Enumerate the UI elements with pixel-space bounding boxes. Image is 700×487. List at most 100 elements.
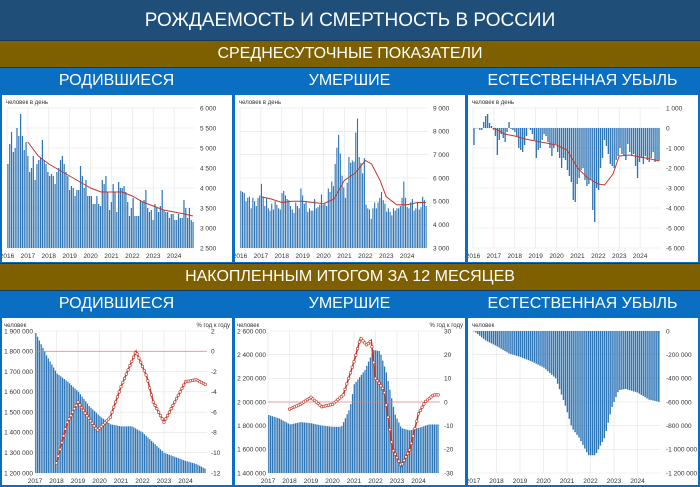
y-tick: 8 000	[433, 129, 450, 136]
y-tick: -1 000	[666, 145, 685, 152]
column-headers-daily: РОДИВШИЕСЯ УМЕРШИЕ ЕСТЕСТВЕННАЯ УБЫЛЬ	[0, 68, 700, 94]
x-tick: 2020	[536, 478, 551, 485]
y-tick: 1 900 000	[4, 328, 33, 335]
x-tick: 2022	[358, 253, 373, 260]
x-tick: 2019	[295, 253, 310, 260]
y-tick: 0	[666, 328, 670, 335]
header-deaths-cumulative: УМЕРШИЕ	[308, 295, 391, 312]
chart-cumulative-births: человек % год к году 1 900 000 1 800 000 1 7…	[2, 318, 232, 485]
y-tick: 1 200 000	[4, 470, 33, 477]
x-tick: 2018	[275, 253, 290, 260]
header-natural-decrease: ЕСТЕСТВЕННАЯ УБЫЛЬ	[487, 72, 678, 89]
x-tick: 2019	[513, 478, 528, 485]
y-tick: -200 000	[666, 352, 692, 359]
x-tick: 2019	[304, 478, 319, 485]
y-tick: 1 800 000	[237, 423, 266, 430]
y-tick: 1 300 000	[4, 450, 33, 457]
x-tick: 2021	[347, 478, 362, 485]
y-tick: -4 000	[666, 205, 685, 212]
x-tick: 2024	[167, 253, 182, 260]
x-tick: 2020	[549, 253, 564, 260]
x-tick: 2018	[489, 478, 504, 485]
y-tick: 1 800 000	[4, 349, 33, 356]
x-tick: 2022	[135, 478, 150, 485]
y2-tick: -30	[444, 470, 454, 477]
x-tick: 2021	[570, 253, 585, 260]
y-tick: 6 000	[200, 105, 217, 112]
x-tick: 2023	[157, 478, 172, 485]
y2-tick: 0	[444, 399, 448, 406]
y-tick: 1 400 000	[237, 470, 266, 477]
x-tick: 2023	[390, 478, 405, 485]
y2-tick: -6	[211, 409, 217, 416]
y-tick: 3 000	[433, 245, 450, 252]
x-tick: 2024	[411, 478, 426, 485]
y-axis-unit-label: человек	[237, 323, 260, 329]
x-tick: 2020	[325, 478, 340, 485]
x-tick: 2024	[178, 478, 193, 485]
x-tick: 2020	[92, 478, 107, 485]
y-tick: 2 500	[200, 245, 217, 252]
y-tick: 5 500	[200, 125, 217, 132]
y2-tick: -10	[211, 450, 221, 457]
x-tick: 2019	[528, 253, 543, 260]
y2-axis-unit-label: % год к году	[197, 323, 231, 329]
header-births: РОДИВШИЕСЯ	[58, 72, 175, 89]
y-tick: -2 000	[666, 165, 685, 172]
y-axis-unit-label: человек в день	[472, 100, 514, 106]
x-tick: 2022	[583, 478, 598, 485]
x-tick: 2021	[337, 253, 352, 260]
x-tick: 2019	[62, 253, 77, 260]
y-tick: -3 000	[666, 185, 685, 192]
y-tick: -1 200 000	[666, 470, 697, 477]
header-natural-decrease-cumulative: ЕСТЕСТВЕННАЯ УБЫЛЬ	[487, 295, 678, 312]
y2-tick: -2	[211, 369, 217, 376]
y2-tick: -8	[211, 430, 217, 437]
y-tick: 4 000	[433, 222, 450, 229]
y-tick: 5 000	[433, 199, 450, 206]
x-tick: 2018	[282, 478, 297, 485]
x-tick: 2017	[261, 478, 276, 485]
y-tick: 0	[666, 125, 670, 132]
x-tick: 2024	[633, 253, 648, 260]
x-tick: 2016	[468, 253, 481, 260]
y2-tick: -4	[211, 389, 217, 396]
column-headers-cumulative: РОДИВШИЕСЯ УМЕРШИЕ ЕСТЕСТВЕННАЯ УБЫЛЬ	[0, 291, 700, 317]
y2-tick: -20	[444, 447, 454, 454]
y-axis-unit-label: человек в день	[6, 100, 48, 106]
y-tick: -600 000	[666, 399, 692, 406]
x-tick: 2024	[630, 478, 645, 485]
chart-cumulative-deaths: человек % год к году 2 600 000 2 400 000 2 2…	[235, 318, 465, 485]
y-tick: 2 200 000	[237, 376, 266, 383]
x-tick: 2023	[379, 253, 394, 260]
chart-cumulative-natural-decrease: человек 0 -200 000 -400 000 -600 000 -800 000…	[468, 318, 698, 485]
y-tick: 5 000	[200, 145, 217, 152]
y-tick: -800 000	[666, 423, 692, 430]
x-tick: 2016	[235, 253, 248, 260]
header-births-cumulative: РОДИВШИЕСЯ	[58, 295, 175, 312]
x-tick: 2022	[125, 253, 140, 260]
y-tick: 3 000	[200, 225, 217, 232]
y-tick: 4 500	[200, 165, 217, 172]
y-tick: 1 600 000	[237, 447, 266, 454]
y-tick: 2 000 000	[237, 399, 266, 406]
y-tick: -1 000 000	[666, 447, 697, 454]
y-tick: 7 000	[433, 152, 450, 159]
section-title-cumulative: НАКОПЛЕННЫМ ИТОГОМ ЗА 12 МЕСЯЦЕВ	[0, 263, 700, 291]
y-axis-unit-label: человек	[472, 323, 495, 329]
y-tick: 1 700 000	[4, 369, 33, 376]
x-tick: 2020	[316, 253, 331, 260]
y-tick: 6 000	[433, 175, 450, 182]
x-tick: 2023	[612, 253, 627, 260]
y-axis-unit-label: человек в день	[239, 100, 281, 106]
chart-daily-births: человек в день 6 000 5 500 5 000 4 500 4 000 3…	[2, 95, 232, 262]
x-tick: 2019	[71, 478, 86, 485]
y2-tick: -12	[211, 470, 221, 477]
y-tick: 1 500 000	[4, 409, 33, 416]
x-tick: 2023	[607, 478, 622, 485]
x-tick: 2021	[114, 478, 129, 485]
x-tick: 2017	[28, 478, 43, 485]
y2-axis-unit-label: % год к году	[430, 323, 464, 329]
x-tick: 2016	[2, 253, 15, 260]
x-tick: 2018	[42, 253, 57, 260]
